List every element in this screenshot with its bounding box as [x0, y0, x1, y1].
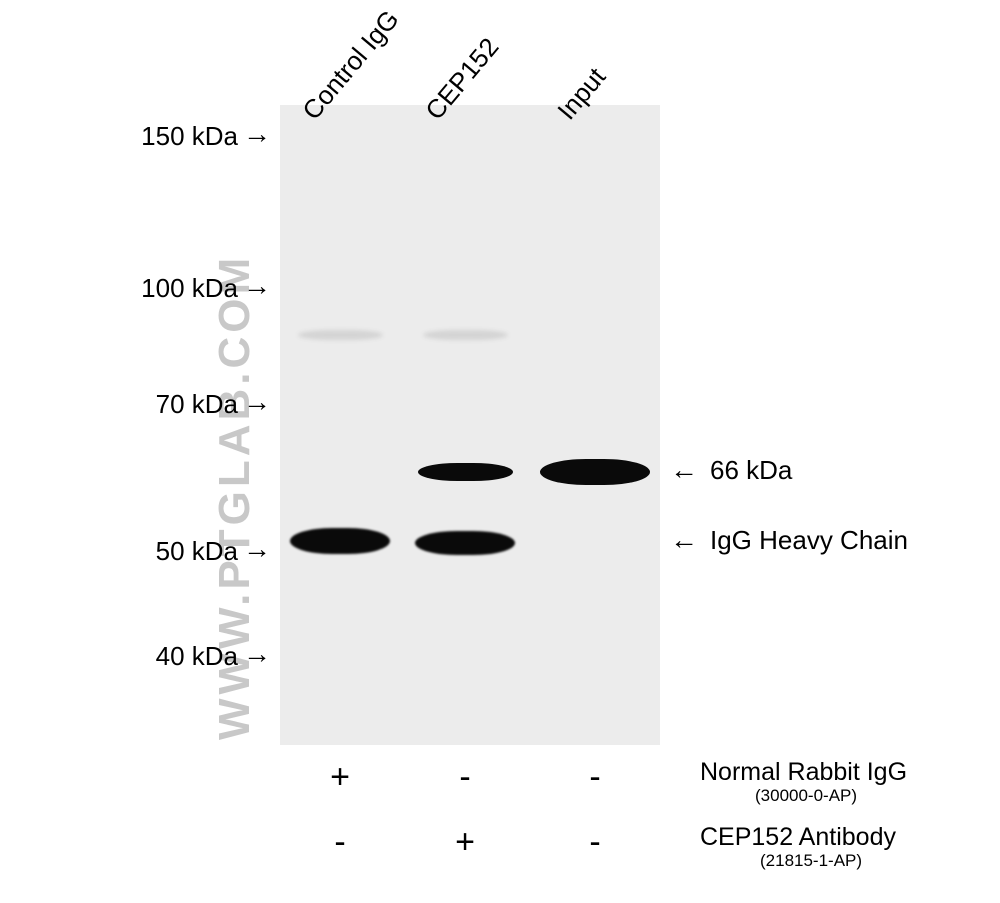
marker-100kda: 100 kDa	[118, 273, 238, 304]
band-lane1-iggheavy	[290, 528, 390, 554]
sign-row2-lane1: -	[325, 823, 355, 862]
sign-row2-lane2: +	[450, 823, 480, 862]
band-lane2-faint	[423, 330, 508, 340]
marker-arrow-150kda: →	[243, 120, 271, 148]
sign-row1-lane2: -	[450, 758, 480, 797]
sign-row1-lane1: +	[325, 758, 355, 797]
marker-arrow-70kda: →	[243, 388, 271, 416]
marker-70kda: 70 kDa	[118, 389, 238, 420]
antibody-sub-cep152-antibody: (21815-1-AP)	[760, 851, 862, 871]
marker-50kda: 50 kDa	[118, 536, 238, 567]
antibody-label-cep152-antibody: CEP152 Antibody	[700, 823, 896, 852]
marker-150kda: 150 kDa	[118, 121, 238, 152]
sign-row2-lane3: -	[580, 823, 610, 862]
marker-arrow-40kda: →	[243, 640, 271, 668]
band-lane2-66kda	[418, 463, 513, 481]
right-label-igg-heavy: IgG Heavy Chain	[710, 525, 908, 556]
right-arrow-igg-heavy: ←	[670, 526, 698, 554]
sign-row1-lane3: -	[580, 758, 610, 797]
right-arrow-66kda: ←	[670, 456, 698, 484]
antibody-sub-normal-rabbit-igg: (30000-0-AP)	[755, 786, 857, 806]
antibody-label-normal-rabbit-igg: Normal Rabbit IgG	[700, 758, 907, 787]
figure-container: WWW.PTGLAB.COM Control IgG CEP152 Input …	[0, 0, 1000, 903]
band-lane3-66kda	[540, 459, 650, 485]
marker-40kda: 40 kDa	[118, 641, 238, 672]
right-label-66kda: 66 kDa	[710, 455, 792, 486]
band-lane2-iggheavy	[415, 531, 515, 555]
band-lane1-faint	[298, 330, 383, 340]
blot-membrane	[280, 105, 660, 745]
marker-arrow-100kda: →	[243, 272, 271, 300]
marker-arrow-50kda: →	[243, 535, 271, 563]
